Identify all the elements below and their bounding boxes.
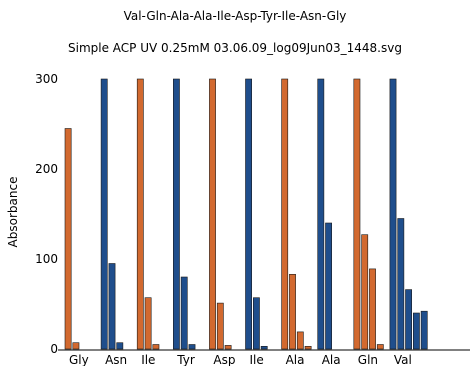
bar bbox=[405, 289, 412, 350]
bar bbox=[188, 344, 196, 350]
x-tick-label: Ala bbox=[322, 353, 341, 366]
bar bbox=[296, 331, 304, 350]
x-tick-label: Ala bbox=[286, 353, 305, 366]
chart-title: Val-Gln-Ala-Ala-Ile-Asp-Tyr-Ile-Asn-Gly bbox=[123, 9, 347, 23]
bar bbox=[325, 222, 332, 350]
bar bbox=[72, 342, 80, 350]
y-tick-label: 100 bbox=[35, 252, 58, 266]
x-tick-label: Ile bbox=[250, 353, 264, 366]
bar bbox=[389, 78, 397, 350]
bar bbox=[116, 342, 124, 350]
x-axis-ticks: Gly Asn Ile Tyr Asp Ile Ala Ala Gln Val bbox=[69, 353, 412, 366]
bar bbox=[304, 345, 312, 350]
bar bbox=[376, 344, 384, 350]
bar bbox=[209, 78, 216, 350]
y-axis: 0 100 200 300 bbox=[35, 72, 58, 356]
bar bbox=[260, 345, 268, 350]
x-tick-label: Asp bbox=[213, 353, 235, 366]
x-tick-label: Asn bbox=[105, 353, 127, 366]
bar bbox=[216, 302, 224, 350]
bar bbox=[289, 273, 296, 350]
x-tick-label: Tyr bbox=[176, 353, 195, 366]
bar bbox=[317, 78, 325, 350]
bar bbox=[144, 297, 152, 350]
bar bbox=[108, 263, 116, 350]
bar bbox=[412, 312, 420, 350]
bar bbox=[361, 234, 369, 350]
bars bbox=[64, 78, 428, 350]
bar bbox=[245, 78, 252, 350]
y-tick-label: 0 bbox=[50, 342, 58, 356]
bar bbox=[253, 297, 260, 350]
chart-subtitle: Simple ACP UV 0.25mM 03.06.09_log09Jun03… bbox=[68, 41, 402, 55]
bar bbox=[136, 78, 144, 350]
bar bbox=[173, 78, 180, 350]
y-tick-label: 200 bbox=[35, 162, 58, 176]
bar bbox=[281, 78, 289, 350]
y-tick-label: 300 bbox=[35, 72, 58, 86]
x-tick-label: Ile bbox=[141, 353, 155, 366]
bar bbox=[353, 78, 361, 350]
bar bbox=[64, 128, 72, 350]
bar bbox=[397, 218, 405, 350]
bar bbox=[180, 276, 188, 350]
x-tick-label: Gln bbox=[358, 353, 378, 366]
bar bbox=[100, 78, 108, 350]
x-tick-label: Gly bbox=[69, 353, 89, 366]
bar bbox=[224, 345, 232, 350]
bar bbox=[152, 344, 160, 350]
y-axis-label: Absorbance bbox=[6, 177, 20, 248]
x-tick-label: Val bbox=[394, 353, 412, 366]
bar bbox=[369, 268, 376, 350]
bar bbox=[420, 310, 428, 350]
